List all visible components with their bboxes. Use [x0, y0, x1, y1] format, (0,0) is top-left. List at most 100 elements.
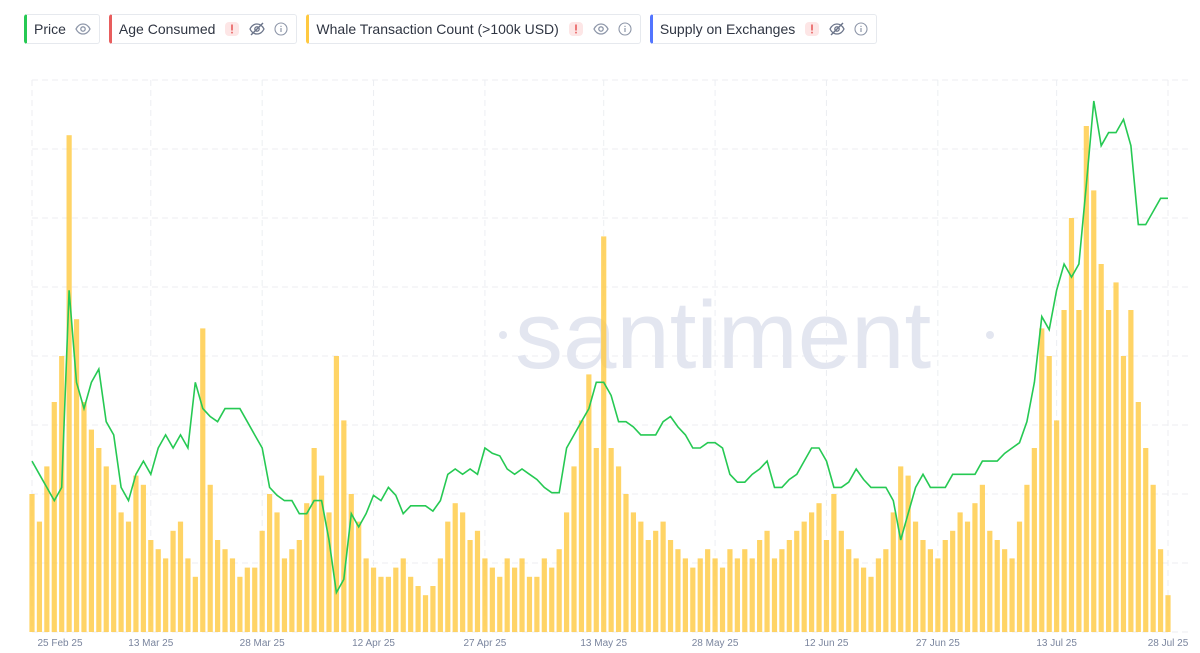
watermark: santiment	[499, 282, 994, 389]
bar	[816, 503, 822, 632]
bar	[563, 512, 570, 632]
lines	[31, 100, 1168, 596]
legend-label: Supply on Exchanges	[659, 21, 796, 37]
bar	[853, 558, 859, 632]
bar	[1031, 448, 1037, 632]
bar	[875, 558, 882, 632]
legend-label: Age Consumed	[118, 21, 216, 37]
bar	[1083, 126, 1089, 632]
bar	[712, 558, 718, 632]
watermark-dot	[499, 331, 507, 339]
error-icon[interactable]	[224, 21, 240, 37]
bar	[73, 319, 80, 632]
bar	[1039, 328, 1045, 632]
error-icon[interactable]	[568, 21, 584, 37]
visibility-toggle[interactable]	[829, 22, 845, 36]
bar	[44, 466, 50, 632]
bar	[771, 558, 778, 632]
legend-item[interactable]: Supply on Exchanges	[649, 14, 878, 44]
bar	[905, 475, 911, 632]
bar	[823, 540, 830, 632]
bar	[237, 576, 243, 632]
legend-item[interactable]: Whale Transaction Count (>100k USD)	[306, 14, 641, 44]
visibility-toggle[interactable]	[593, 23, 609, 35]
info-icon[interactable]	[618, 22, 632, 36]
bar	[244, 567, 250, 632]
bar	[757, 540, 763, 632]
bar	[935, 558, 941, 632]
error-icon-part	[575, 24, 577, 31]
bar	[719, 567, 726, 632]
bar	[690, 567, 696, 632]
legend-item[interactable]: Price	[24, 14, 100, 44]
bar	[675, 549, 681, 632]
info-icon[interactable]	[274, 22, 288, 36]
bar	[1009, 558, 1015, 632]
bar	[705, 549, 711, 632]
bar	[415, 586, 421, 632]
bar	[59, 356, 65, 632]
bar	[207, 484, 213, 632]
bar	[452, 503, 458, 632]
x-tick-label: 25 Feb 25	[37, 638, 82, 649]
visibility-toggle-part	[75, 23, 91, 35]
bars	[29, 126, 1171, 632]
info-icon-part	[280, 25, 283, 27]
error-icon[interactable]	[804, 21, 820, 37]
x-tick-label: 13 May 25	[580, 638, 627, 649]
info-icon-part	[618, 22, 632, 36]
bar	[979, 484, 985, 632]
info-icon-part	[854, 22, 868, 36]
bar	[868, 576, 874, 632]
bar	[163, 558, 169, 632]
bar	[593, 448, 599, 632]
bar	[1150, 484, 1156, 632]
bar	[950, 530, 956, 632]
x-tick-label: 12 Jun 25	[804, 638, 848, 649]
bar	[348, 494, 354, 632]
bar	[727, 549, 733, 632]
bar	[133, 475, 139, 632]
bar	[667, 540, 674, 632]
x-axis: 25 Feb 25 13 Mar 25 28 Mar 25 12 Apr 25 27 A…	[37, 638, 1188, 649]
bar	[1165, 595, 1171, 632]
bar	[333, 356, 340, 632]
bar	[1076, 310, 1082, 632]
bar	[363, 558, 369, 632]
visibility-toggle-part	[249, 22, 266, 36]
bar	[400, 558, 406, 632]
x-tick-label: 28 Mar 25	[240, 638, 285, 649]
bar	[125, 521, 132, 632]
bar	[638, 521, 644, 632]
bar	[571, 466, 577, 632]
bar	[734, 558, 740, 632]
visibility-toggle-part	[254, 26, 261, 32]
bar	[155, 549, 161, 632]
legend-item[interactable]: Age Consumed	[108, 14, 298, 44]
bar	[36, 521, 43, 632]
bar	[831, 494, 837, 632]
bar	[140, 484, 146, 632]
visibility-toggle-part	[250, 22, 264, 36]
bar	[801, 521, 807, 632]
info-icon[interactable]	[854, 22, 868, 36]
watermark-text: santiment	[515, 282, 931, 389]
bar	[215, 540, 221, 632]
visibility-toggle[interactable]	[75, 23, 91, 35]
bar	[318, 475, 325, 632]
bar	[356, 521, 362, 632]
bar	[266, 494, 273, 632]
info-icon-part	[274, 22, 288, 36]
bar	[222, 549, 228, 632]
info-icon-part	[854, 22, 868, 36]
visibility-toggle-part	[75, 23, 91, 35]
bar	[489, 567, 495, 632]
bar	[385, 576, 391, 632]
bar	[304, 503, 310, 632]
bar	[311, 448, 317, 632]
info-icon-part	[274, 22, 288, 36]
bar	[601, 236, 607, 632]
bar	[1098, 264, 1104, 632]
visibility-toggle[interactable]	[249, 22, 266, 36]
